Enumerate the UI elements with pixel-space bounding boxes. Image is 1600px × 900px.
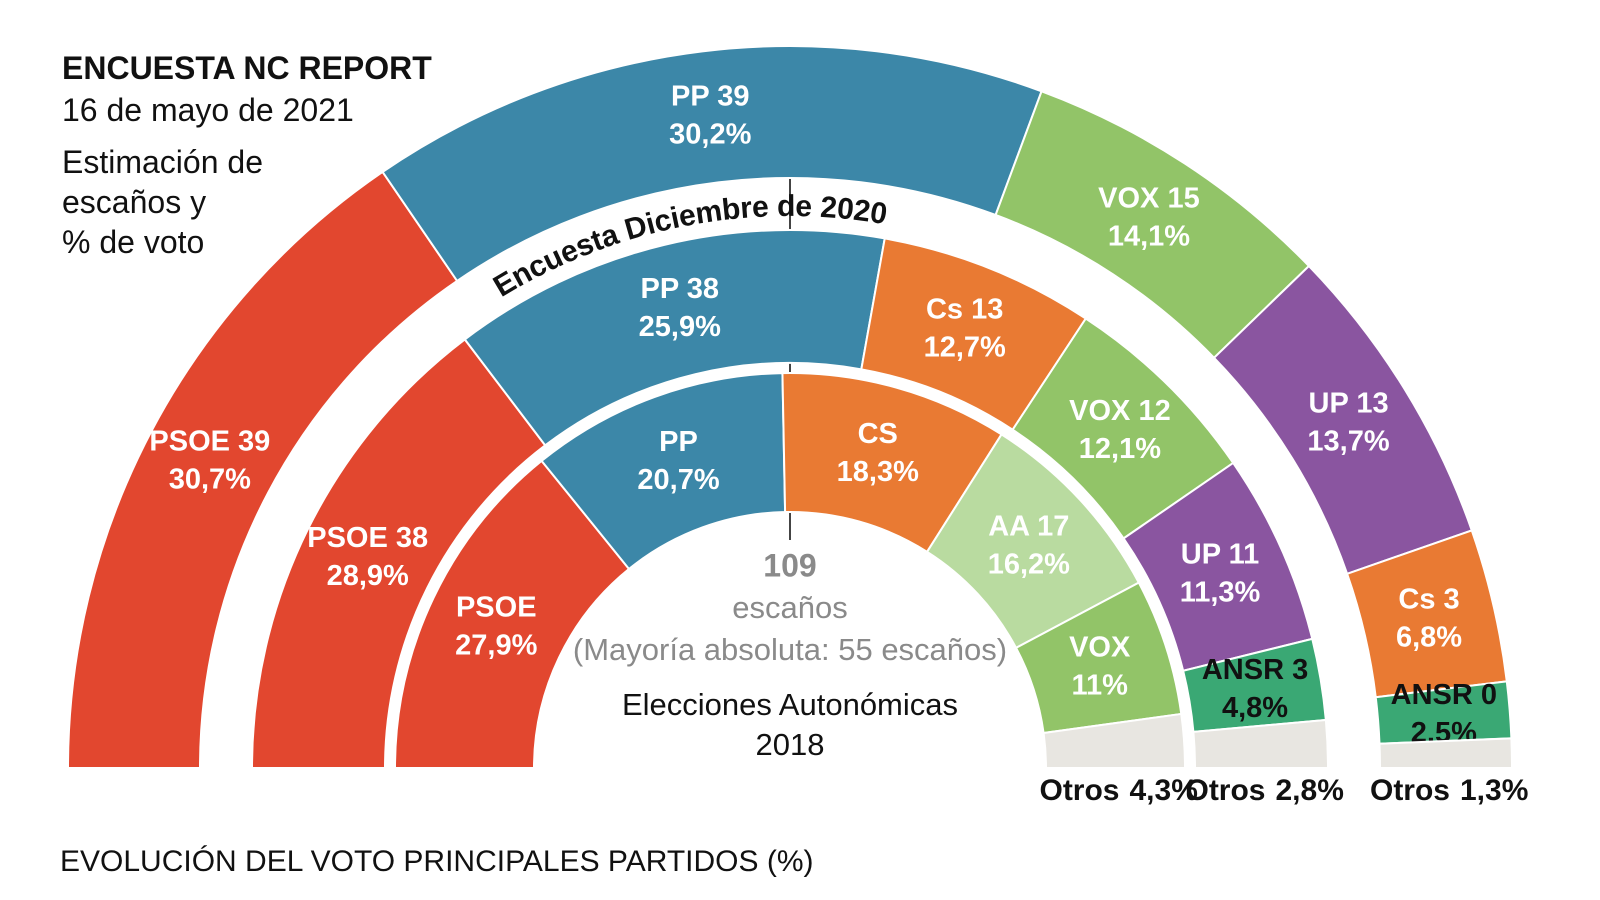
segment-value-label: 4,3%	[1130, 774, 1198, 807]
segment-value-label: 14,1%	[1108, 221, 1190, 253]
segment-label: PP	[659, 426, 698, 458]
segment-label: Cs 13	[926, 294, 1003, 326]
title: ENCUESTA NC REPORT	[62, 50, 432, 86]
segment-label: PSOE 38	[307, 522, 428, 554]
segment-value-label: 16,2%	[988, 548, 1070, 580]
segment-label: Cs 3	[1398, 584, 1459, 616]
center-unit: escaños	[732, 590, 847, 625]
segment-value-label: 4,8%	[1222, 692, 1288, 724]
segment-value-label: 28,9%	[327, 560, 409, 592]
segment-label: Otros	[1039, 774, 1119, 807]
segment-value-label: 18,3%	[837, 456, 919, 488]
description: Estimación de escaños y % de voto	[62, 144, 263, 260]
segment-label: PP 38	[641, 273, 719, 305]
center-majority: (Mayoría absoluta: 55 escaños)	[573, 632, 1007, 667]
footer: EVOLUCIÓN DEL VOTO PRINCIPALES PARTIDOS …	[60, 845, 814, 878]
segment-label: AA 17	[988, 510, 1069, 542]
inner-ring-name: Elecciones Autonómicas 2018	[621, 687, 959, 762]
segment-value-label: 1,3%	[1460, 774, 1528, 807]
segment-label: Otros	[1185, 774, 1265, 807]
segment-label: PSOE	[456, 591, 537, 623]
segment-label: VOX	[1069, 631, 1131, 663]
segment-value-label: 25,9%	[639, 311, 721, 343]
segment-value-label: 11,3%	[1180, 576, 1261, 608]
segment-value-label: 20,7%	[637, 464, 719, 496]
segment-label: CS	[858, 418, 898, 450]
segment	[1378, 737, 1514, 769]
segment-label: UP 13	[1309, 388, 1389, 420]
segment-label: ANSR 0	[1391, 679, 1497, 711]
segment-value-label: 11%	[1071, 669, 1128, 701]
segment-value-label: 13,7%	[1307, 426, 1389, 458]
segment-label: PSOE 39	[149, 425, 270, 457]
segment	[1192, 718, 1330, 769]
segment-value-label: 6,8%	[1396, 622, 1462, 654]
segment-label: Otros	[1370, 774, 1450, 807]
segment	[1042, 712, 1187, 769]
segment-value-label: 2,8%	[1276, 774, 1344, 807]
segment-label: UP 11	[1181, 538, 1259, 570]
segment-value-label: 30,7%	[169, 463, 251, 495]
segment-label: PP 39	[671, 81, 749, 113]
segment-label: VOX 12	[1069, 395, 1171, 427]
subtitle: 16 de mayo de 2021	[62, 92, 354, 128]
segment-label: VOX 15	[1098, 183, 1200, 215]
segment-label: ANSR 3	[1202, 654, 1308, 686]
center-total: 109	[763, 547, 816, 583]
segment-value-label: 30,2%	[669, 119, 751, 151]
segment-value-label: 12,1%	[1079, 433, 1161, 465]
segment-value-label: 27,9%	[455, 629, 537, 661]
segment-value-label: 12,7%	[924, 332, 1006, 364]
